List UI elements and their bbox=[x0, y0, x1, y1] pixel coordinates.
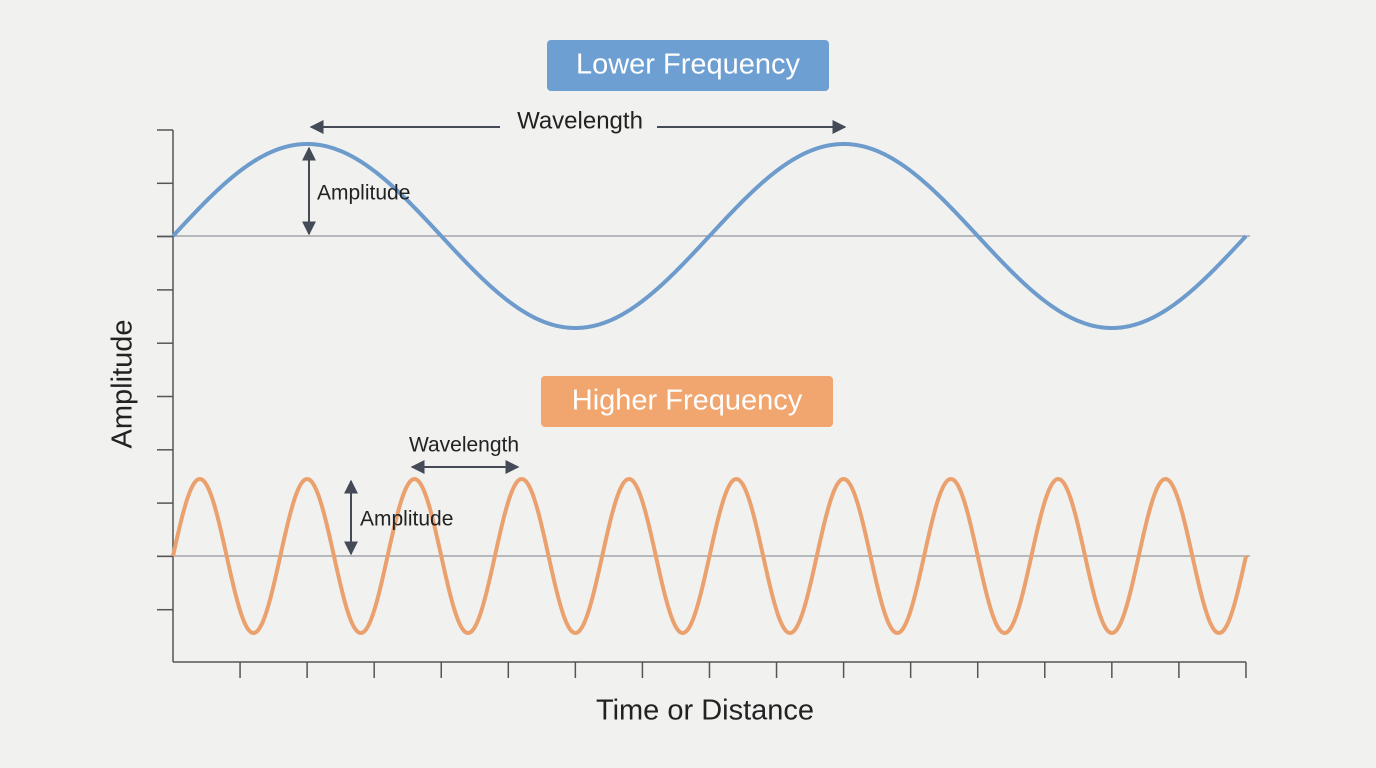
wavelength-label: Wavelength bbox=[409, 434, 519, 457]
label-box bbox=[541, 376, 833, 427]
label-box bbox=[547, 40, 829, 91]
wave-title: Higher Frequency bbox=[572, 385, 803, 417]
wave-title: Lower Frequency bbox=[576, 49, 801, 81]
axes bbox=[157, 129, 1250, 678]
low-frequency-wave bbox=[171, 142, 1248, 330]
amplitude-label: Amplitude bbox=[317, 182, 410, 205]
x-axis-label: Time or Distance bbox=[596, 695, 814, 727]
y-axis-label: Amplitude bbox=[107, 320, 139, 449]
amplitude-label: Amplitude bbox=[360, 508, 453, 531]
high-frequency-wave bbox=[171, 476, 1248, 636]
wavelength-label: Wavelength bbox=[517, 107, 643, 134]
